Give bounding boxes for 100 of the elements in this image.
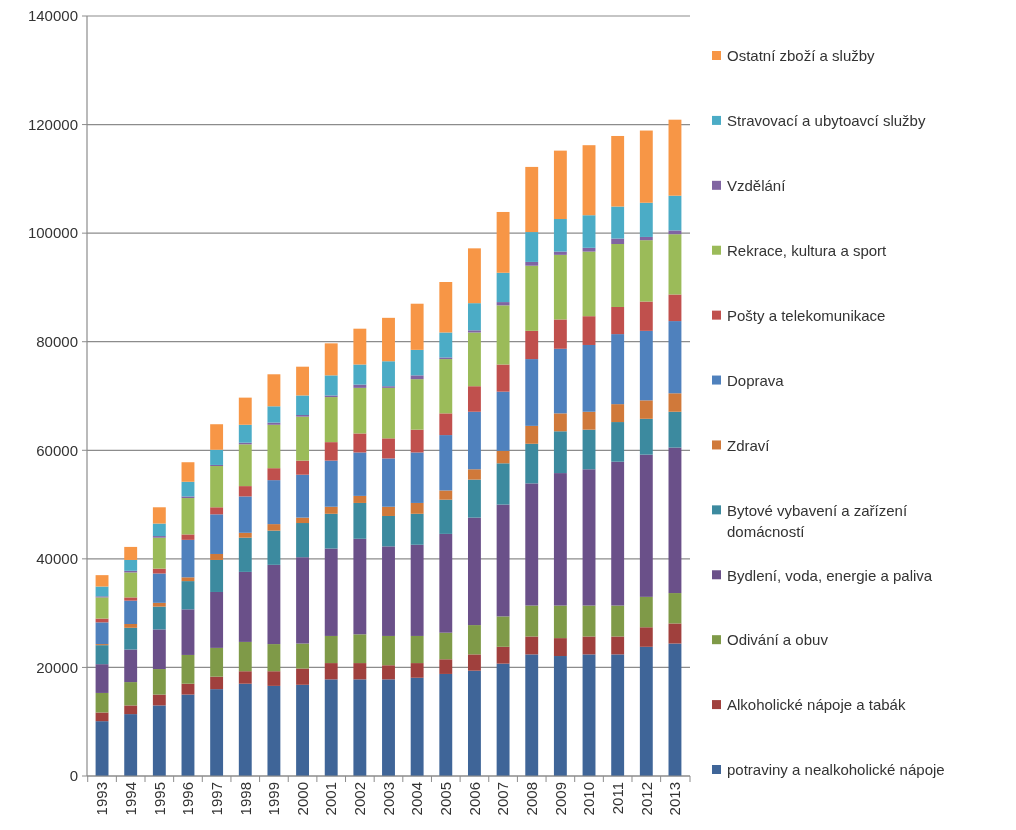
bar: [353, 502, 367, 539]
bar: [410, 452, 424, 503]
bar: [582, 316, 596, 345]
bar: [181, 577, 195, 582]
bar: [467, 479, 481, 518]
bar: [639, 418, 653, 455]
bar: [668, 643, 682, 776]
x-tick-label: 2007: [494, 782, 512, 816]
x-tick-label: 1998: [236, 782, 254, 816]
bar: [296, 395, 310, 415]
bar: [611, 334, 625, 405]
bar: [410, 303, 424, 350]
bar: [324, 397, 338, 443]
bar: [353, 663, 367, 680]
bar: [296, 460, 310, 475]
bar: [410, 429, 424, 453]
bar: [210, 553, 224, 560]
bar: [410, 513, 424, 545]
bar: [611, 306, 625, 335]
bar: [611, 206, 625, 239]
bar: [582, 469, 596, 606]
bar: [267, 524, 281, 531]
bar: [210, 449, 224, 465]
bar: [496, 364, 510, 392]
bar: [582, 247, 596, 252]
bar: [410, 502, 424, 514]
bar: [210, 466, 224, 508]
bar: [668, 294, 682, 322]
bar: [439, 332, 453, 358]
x-tick-label: 2000: [293, 782, 311, 816]
bar: [267, 468, 281, 481]
x-tick-label: 1999: [265, 782, 283, 816]
x-tick-label: 1995: [150, 782, 168, 816]
bar: [611, 404, 625, 423]
bar: [124, 714, 138, 776]
bar: [639, 301, 653, 331]
bar: [525, 605, 539, 637]
bar: [95, 645, 109, 665]
bar: [410, 375, 424, 380]
bar: [668, 411, 682, 448]
bar: [611, 605, 625, 637]
bar: [210, 514, 224, 554]
bar: [353, 384, 367, 388]
bar: [267, 530, 281, 565]
bar: [353, 433, 367, 453]
bar: [210, 424, 224, 450]
bar: [152, 537, 166, 569]
bar: [324, 442, 338, 461]
bar: [324, 375, 338, 396]
bar: [95, 692, 109, 713]
bar: [582, 215, 596, 248]
bar: [525, 265, 539, 331]
bar: [267, 480, 281, 525]
bar: [611, 135, 625, 207]
x-tick-label: 2013: [666, 782, 684, 816]
bar: [496, 391, 510, 451]
bar: [353, 538, 367, 635]
bar: [439, 490, 453, 500]
bar: [467, 386, 481, 412]
bar: [238, 444, 252, 487]
bar: [382, 665, 395, 680]
bar: [95, 597, 109, 619]
bar: [439, 659, 453, 674]
bar: [639, 236, 653, 241]
bar: [296, 643, 310, 669]
bar: [582, 251, 596, 317]
bar: [95, 664, 109, 693]
bar: [496, 463, 510, 505]
bar: [467, 303, 481, 331]
bar: [238, 397, 252, 425]
y-tick-label: 100000: [27, 224, 78, 242]
y-tick-label: 0: [69, 767, 78, 785]
y-tick-label: 60000: [36, 441, 78, 459]
bar: [496, 504, 510, 617]
bar: [525, 636, 539, 655]
x-tick-label: 2004: [408, 782, 426, 816]
bar: [382, 679, 395, 776]
bar: [439, 413, 453, 436]
bar: [267, 685, 281, 776]
bar: [353, 634, 367, 664]
bar: [582, 654, 596, 776]
bar: [668, 234, 682, 295]
bar: [639, 330, 653, 401]
x-tick-label: 2012: [637, 782, 655, 816]
bar: [382, 506, 395, 516]
bar: [353, 495, 367, 503]
x-tick-label: 2011: [608, 782, 626, 815]
bar: [496, 302, 510, 306]
bar: [324, 548, 338, 636]
x-tick-label: 2003: [379, 782, 397, 816]
bar: [181, 654, 195, 684]
bar: [324, 506, 338, 514]
bar: [267, 422, 281, 425]
bar: [353, 364, 367, 385]
x-tick-label: 1996: [179, 782, 197, 816]
bar: [181, 462, 195, 482]
bar: [410, 544, 424, 636]
bar: [553, 431, 567, 474]
bar: [582, 344, 596, 412]
bar: [181, 534, 195, 540]
